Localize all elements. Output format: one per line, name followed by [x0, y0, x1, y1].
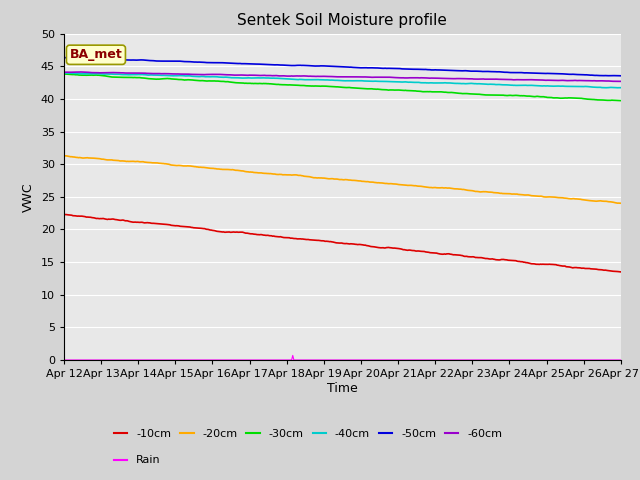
Rain [617, 357, 625, 363]
Line: -30cm: -30cm [64, 74, 621, 101]
Rain [326, 357, 333, 363]
-20cm [329, 176, 337, 181]
-60cm [518, 77, 525, 83]
-20cm [61, 153, 69, 159]
-30cm [617, 98, 625, 104]
-20cm [60, 153, 68, 159]
-40cm [617, 85, 625, 91]
-10cm [60, 212, 68, 217]
-40cm [614, 85, 621, 91]
-50cm [604, 73, 611, 79]
Rain [605, 357, 612, 363]
-60cm [605, 78, 612, 84]
Line: -60cm: -60cm [64, 72, 621, 82]
-10cm [604, 268, 611, 274]
-50cm [516, 70, 524, 75]
-40cm [518, 83, 525, 88]
-60cm [617, 78, 625, 84]
-30cm [516, 93, 524, 99]
-40cm [605, 85, 612, 91]
-10cm [324, 239, 332, 244]
-40cm [60, 70, 68, 76]
Line: -10cm: -10cm [64, 215, 621, 272]
Rain [393, 357, 401, 363]
-30cm [604, 97, 611, 103]
Rain [362, 357, 370, 363]
Rain [289, 352, 296, 358]
Legend: Rain: Rain [114, 456, 161, 466]
-20cm [326, 176, 333, 182]
-40cm [362, 78, 370, 84]
-30cm [60, 71, 68, 77]
-20cm [605, 199, 612, 204]
-10cm [328, 239, 335, 245]
-50cm [617, 73, 625, 79]
-30cm [392, 87, 399, 93]
-10cm [362, 242, 369, 248]
Rain [60, 357, 68, 363]
-50cm [60, 55, 68, 60]
-40cm [393, 79, 401, 84]
Rain [518, 357, 525, 363]
Title: Sentek Soil Moisture profile: Sentek Soil Moisture profile [237, 13, 447, 28]
-60cm [615, 79, 623, 84]
-50cm [392, 66, 399, 72]
Line: -40cm: -40cm [64, 73, 621, 88]
Line: -20cm: -20cm [64, 156, 621, 203]
-60cm [329, 74, 337, 80]
-30cm [362, 86, 369, 92]
-60cm [393, 75, 401, 81]
-50cm [362, 65, 369, 71]
-20cm [518, 192, 525, 198]
-20cm [617, 200, 625, 206]
Rain [329, 357, 337, 363]
Line: -50cm: -50cm [64, 58, 621, 76]
-10cm [392, 245, 399, 251]
-30cm [328, 84, 335, 90]
-20cm [393, 181, 401, 187]
-20cm [362, 179, 370, 184]
-40cm [326, 77, 333, 83]
-40cm [329, 77, 337, 83]
-60cm [60, 69, 68, 75]
Line: Rain: Rain [64, 355, 621, 360]
-30cm [324, 84, 332, 89]
Text: BA_met: BA_met [70, 48, 122, 61]
-10cm [617, 269, 625, 275]
-60cm [77, 69, 84, 75]
-40cm [61, 70, 69, 76]
-10cm [516, 259, 524, 264]
-50cm [328, 63, 335, 69]
-60cm [326, 73, 333, 79]
-50cm [324, 63, 332, 69]
-60cm [362, 74, 370, 80]
Y-axis label: VWC: VWC [22, 182, 35, 212]
X-axis label: Time: Time [327, 382, 358, 395]
